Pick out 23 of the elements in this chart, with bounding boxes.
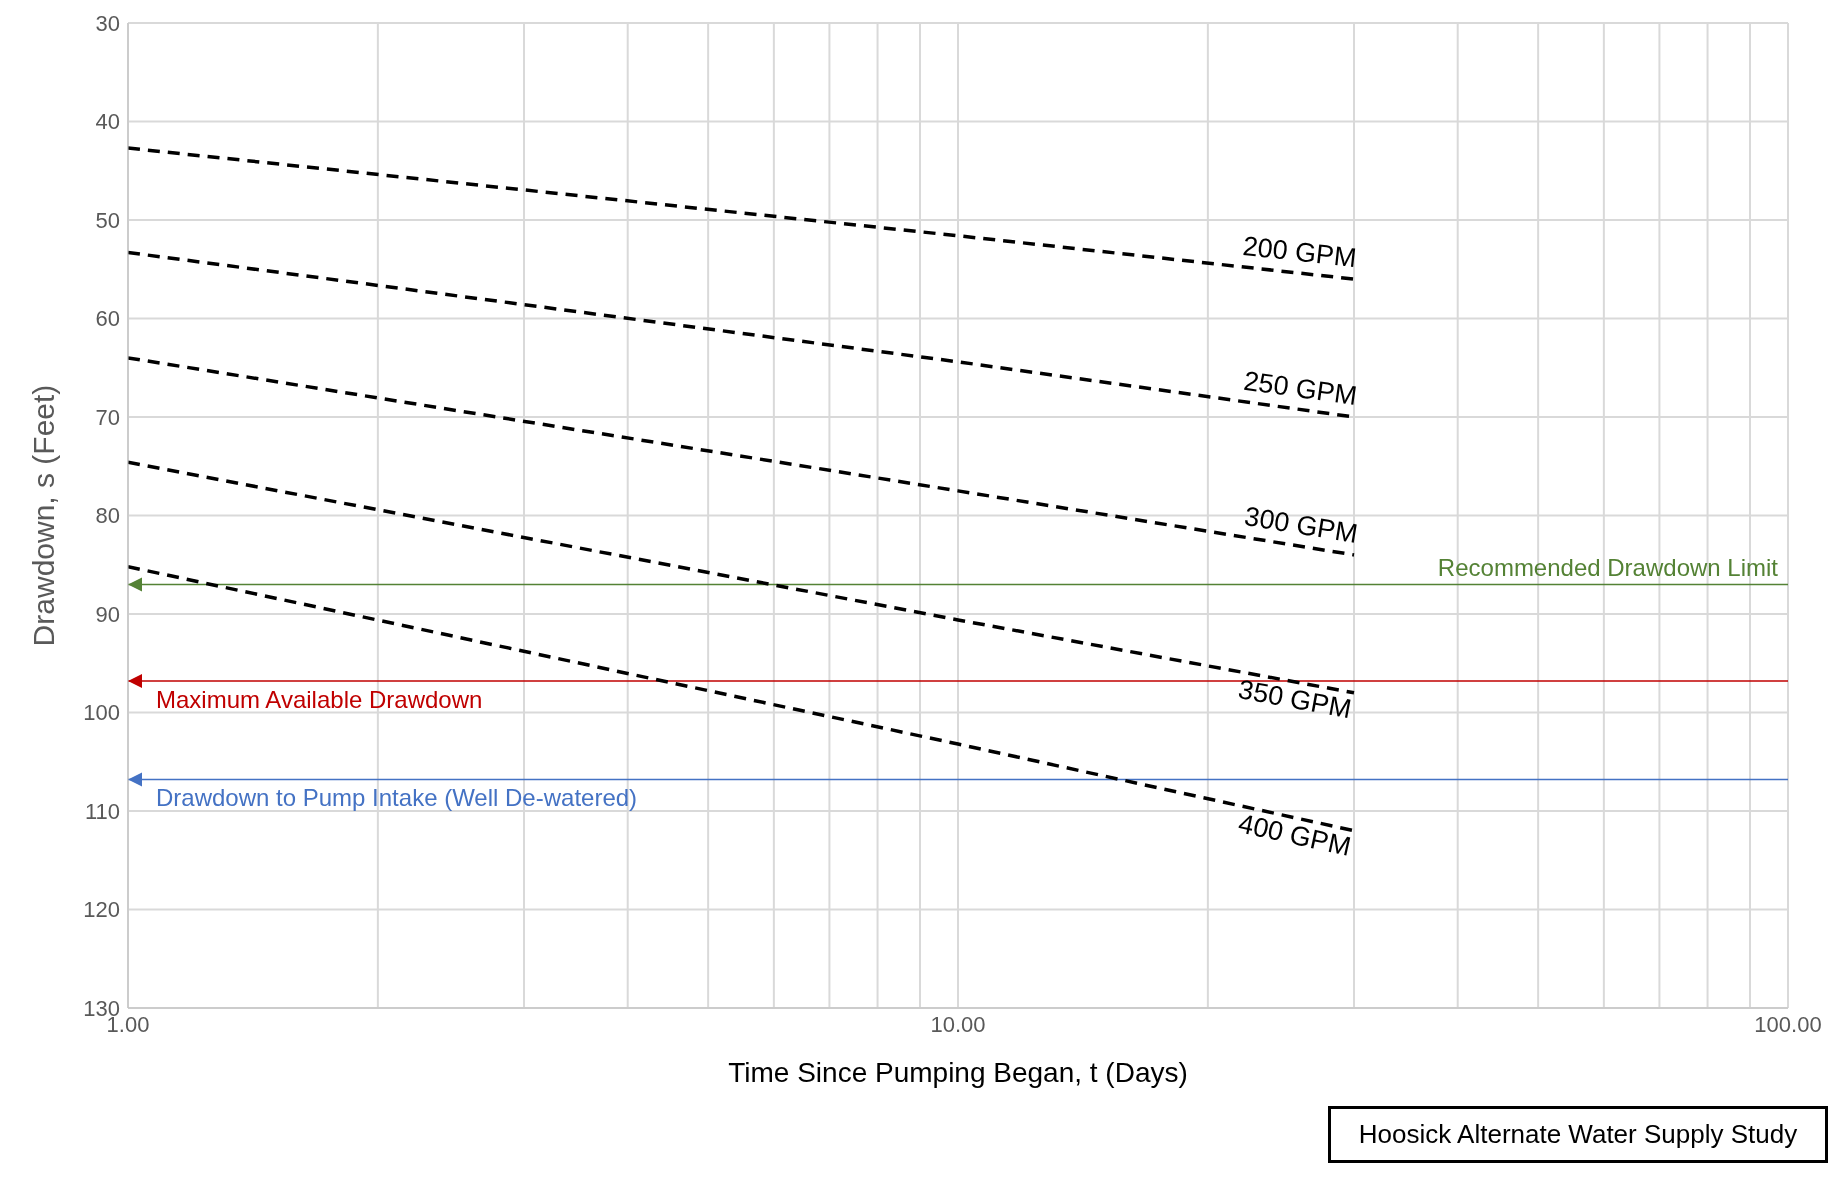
y-tick-label: 40 [95, 109, 120, 135]
y-tick-label: 100 [83, 700, 120, 726]
ref-line-label: Drawdown to Pump Intake (Well De-watered) [156, 784, 638, 812]
text: 300 GPM [1242, 501, 1360, 549]
ref-line-label: Recommended Drawdown Limit [1437, 554, 1779, 582]
y-tick-label: 110 [84, 798, 120, 824]
ref-line-label: Maximum Available Drawdown [156, 685, 483, 713]
y-tick-label: 30 [95, 10, 120, 36]
x-axis-title: Time Since Pumping Began, t (Days) [728, 1057, 1188, 1088]
y-tick-label: 50 [95, 207, 120, 233]
y-tick-label: 60 [95, 306, 120, 332]
text: 400 GPM [1235, 808, 1354, 862]
y-tick-label: 80 [95, 503, 120, 529]
text: 250 GPM [1241, 365, 1359, 412]
text: Hoosick Alternate Water Supply Study [1328, 1106, 1828, 1163]
x-tick-label: 10.00 [930, 1011, 986, 1037]
x-tick-label: 100.00 [1754, 1011, 1822, 1037]
y-axis-title: Drawdown, s (Feet) [26, 384, 60, 647]
y-tick-label: 120 [83, 897, 120, 923]
y-tick-label: 70 [95, 404, 120, 430]
text: 200 GPM [1241, 230, 1358, 274]
y-tick-label: 90 [95, 601, 120, 627]
text: 350 GPM [1236, 674, 1354, 725]
